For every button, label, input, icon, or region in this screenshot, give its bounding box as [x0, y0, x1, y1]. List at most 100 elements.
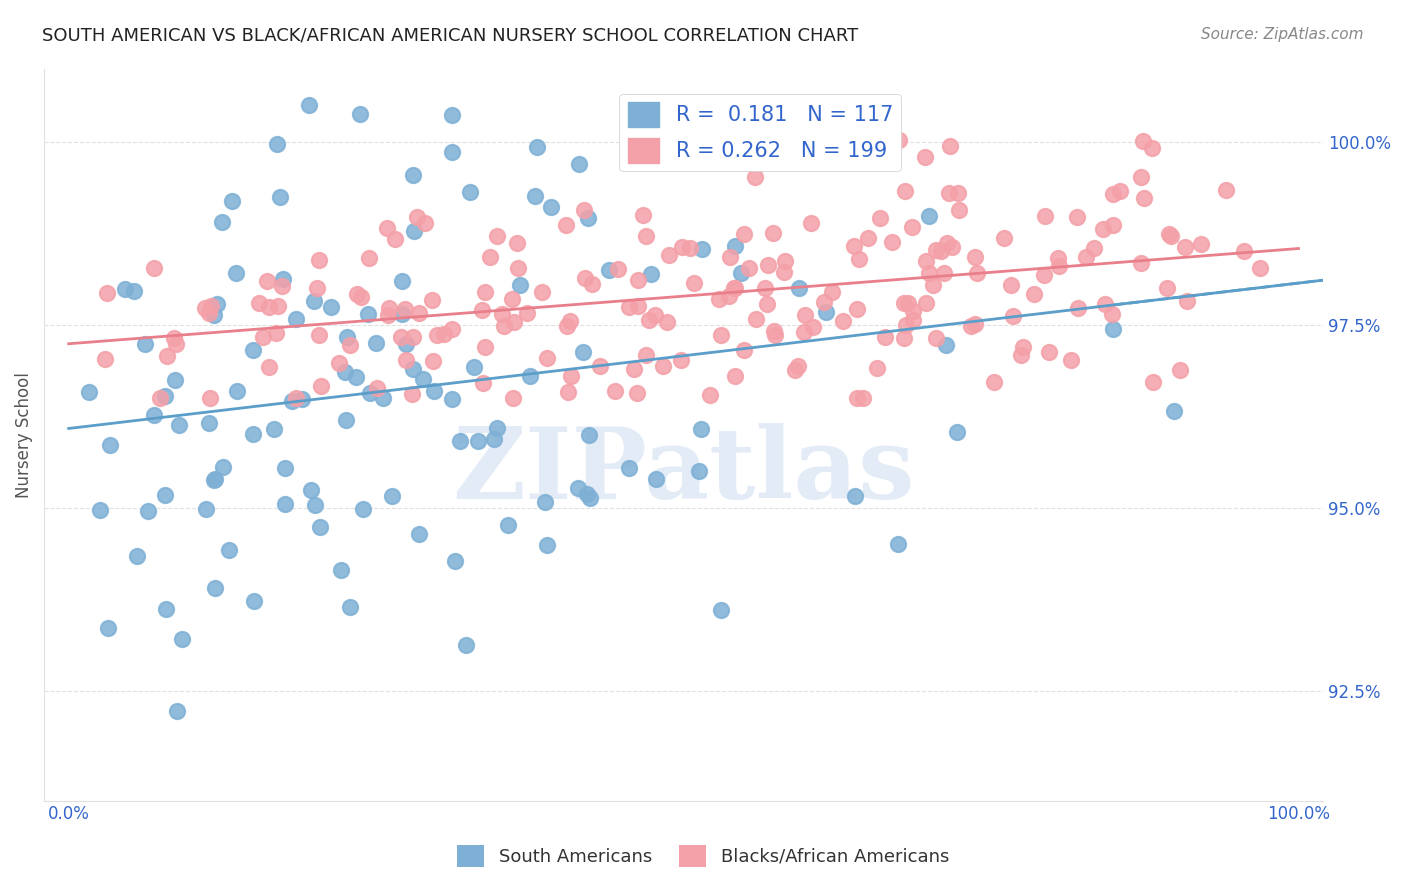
- Point: [149, 391, 172, 405]
- Point: [425, 328, 447, 343]
- Point: [162, 331, 184, 345]
- Point: [858, 231, 880, 245]
- Point: [644, 308, 666, 322]
- Point: [264, 326, 287, 340]
- Point: [274, 497, 297, 511]
- Point: [929, 244, 952, 259]
- Point: [125, 549, 148, 563]
- Point: [136, 504, 159, 518]
- Point: [256, 275, 278, 289]
- Legend: South Americans, Blacks/African Americans: South Americans, Blacks/African American…: [450, 838, 956, 874]
- Point: [259, 360, 281, 375]
- Point: [308, 328, 330, 343]
- Point: [918, 266, 941, 280]
- Point: [724, 368, 747, 383]
- Point: [502, 391, 524, 405]
- Point: [284, 312, 307, 326]
- Point: [531, 285, 554, 299]
- Point: [534, 495, 557, 509]
- Point: [813, 295, 835, 310]
- Point: [492, 319, 515, 334]
- Point: [472, 376, 495, 390]
- Point: [578, 428, 600, 442]
- Point: [623, 362, 645, 376]
- Point: [1175, 294, 1198, 309]
- Point: [1101, 322, 1123, 336]
- Point: [526, 140, 548, 154]
- Point: [134, 337, 156, 351]
- Point: [536, 538, 558, 552]
- Point: [558, 313, 581, 327]
- Point: [269, 190, 291, 204]
- Point: [194, 301, 217, 316]
- Point: [626, 273, 648, 287]
- Point: [1047, 259, 1070, 273]
- Point: [408, 527, 430, 541]
- Point: [1102, 186, 1125, 201]
- Point: [467, 434, 489, 448]
- Point: [897, 296, 920, 310]
- Point: [938, 186, 960, 200]
- Point: [319, 300, 342, 314]
- Point: [503, 315, 526, 329]
- Point: [364, 335, 387, 350]
- Point: [718, 289, 741, 303]
- Point: [889, 133, 911, 147]
- Point: [948, 203, 970, 218]
- Point: [946, 425, 969, 439]
- Point: [165, 373, 187, 387]
- Point: [198, 306, 221, 320]
- Point: [589, 359, 612, 374]
- Point: [373, 391, 395, 405]
- Point: [579, 491, 602, 505]
- Point: [658, 248, 681, 262]
- Point: [1001, 310, 1024, 324]
- Point: [941, 240, 963, 254]
- Point: [221, 194, 243, 208]
- Point: [671, 240, 693, 254]
- Point: [733, 227, 755, 242]
- Point: [298, 98, 321, 112]
- Point: [211, 215, 233, 229]
- Point: [273, 460, 295, 475]
- Point: [167, 417, 190, 432]
- Point: [800, 216, 823, 230]
- Point: [389, 330, 412, 344]
- Point: [540, 200, 562, 214]
- Point: [793, 325, 815, 339]
- Point: [710, 328, 733, 343]
- Point: [1174, 240, 1197, 254]
- Point: [844, 239, 866, 253]
- Text: Source: ZipAtlas.com: Source: ZipAtlas.com: [1201, 27, 1364, 42]
- Point: [896, 318, 918, 332]
- Point: [366, 381, 388, 395]
- Point: [252, 329, 274, 343]
- Point: [402, 224, 425, 238]
- Point: [284, 391, 307, 405]
- Point: [1060, 352, 1083, 367]
- Point: [915, 253, 938, 268]
- Point: [894, 185, 917, 199]
- Point: [339, 338, 361, 352]
- Point: [339, 599, 361, 614]
- Point: [901, 304, 924, 318]
- Point: [291, 392, 314, 407]
- Point: [581, 277, 603, 292]
- Point: [194, 502, 217, 516]
- Point: [166, 705, 188, 719]
- Text: SOUTH AMERICAN VS BLACK/AFRICAN AMERICAN NURSERY SCHOOL CORRELATION CHART: SOUTH AMERICAN VS BLACK/AFRICAN AMERICAN…: [42, 27, 859, 45]
- Point: [271, 272, 294, 286]
- Point: [433, 326, 456, 341]
- Point: [357, 307, 380, 321]
- Point: [1083, 241, 1105, 255]
- Point: [1140, 141, 1163, 155]
- Point: [922, 277, 945, 292]
- Point: [491, 307, 513, 321]
- Point: [560, 369, 582, 384]
- Point: [263, 422, 285, 436]
- Point: [763, 327, 786, 342]
- Point: [603, 384, 626, 399]
- Point: [402, 168, 425, 182]
- Point: [963, 318, 986, 332]
- Point: [391, 307, 413, 321]
